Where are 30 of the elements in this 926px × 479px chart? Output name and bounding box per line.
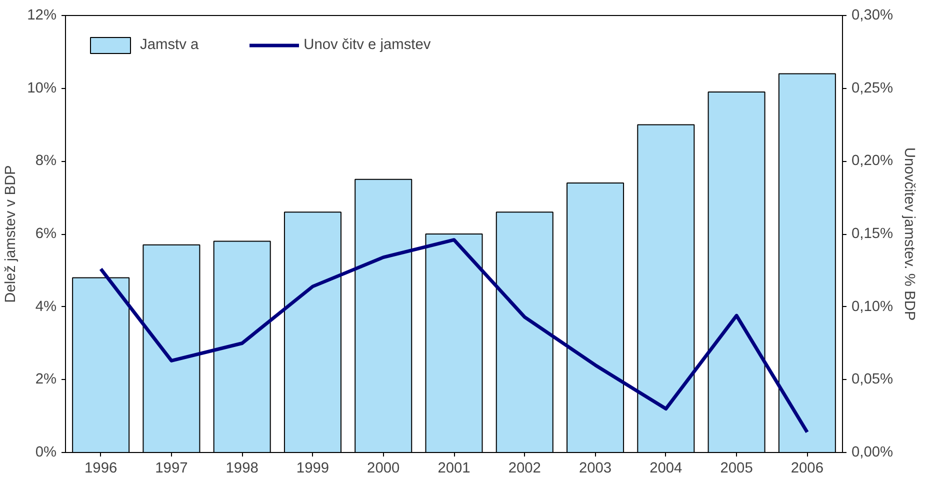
x-tick-label: 1998 xyxy=(226,460,258,476)
legend-label: Unov čitv e jamstev xyxy=(304,37,431,53)
y-tick-label: 2% xyxy=(35,372,57,388)
y2-axis-title: Unovčitev jamstev. % BDP xyxy=(901,147,918,321)
y-tick-label: 4% xyxy=(35,298,57,315)
y2-tick-label: 0,25% xyxy=(852,80,894,96)
y2-tick-label: 0,15% xyxy=(852,226,894,242)
x-tick-label: 2006 xyxy=(790,460,824,476)
y2-tick-label: 0,20% xyxy=(852,153,894,170)
x-tick-label: 1996 xyxy=(84,460,118,476)
x-tick-label: 2004 xyxy=(650,460,682,476)
y-tick-label: 8% xyxy=(35,153,57,170)
y-tick-label: 12% xyxy=(27,8,57,24)
x-tick-label: 1999 xyxy=(296,460,330,476)
y2-tick-label: 0,00% xyxy=(852,444,894,460)
y-tick-label: 6% xyxy=(35,226,57,242)
legend-label: Jamstv a xyxy=(140,37,199,53)
x-tick-label: 2000 xyxy=(367,460,400,476)
y-tick-label: 10% xyxy=(27,80,57,96)
y-tick-label: 0% xyxy=(35,444,57,460)
x-tick-label: 2002 xyxy=(508,460,541,476)
y-axis-title: Delež jamstev v BDP xyxy=(3,165,20,303)
y2-tick-label: 0,10% xyxy=(852,298,894,315)
x-tick-label: 2001 xyxy=(438,460,470,476)
y2-tick-label: 0,05% xyxy=(852,372,894,388)
x-tick-label: 2003 xyxy=(578,460,612,476)
x-tick-label: 2005 xyxy=(720,460,753,476)
y2-tick-label: 0,30% xyxy=(852,8,894,24)
line-series xyxy=(99,238,809,434)
x-tick-label: 1997 xyxy=(155,460,188,476)
